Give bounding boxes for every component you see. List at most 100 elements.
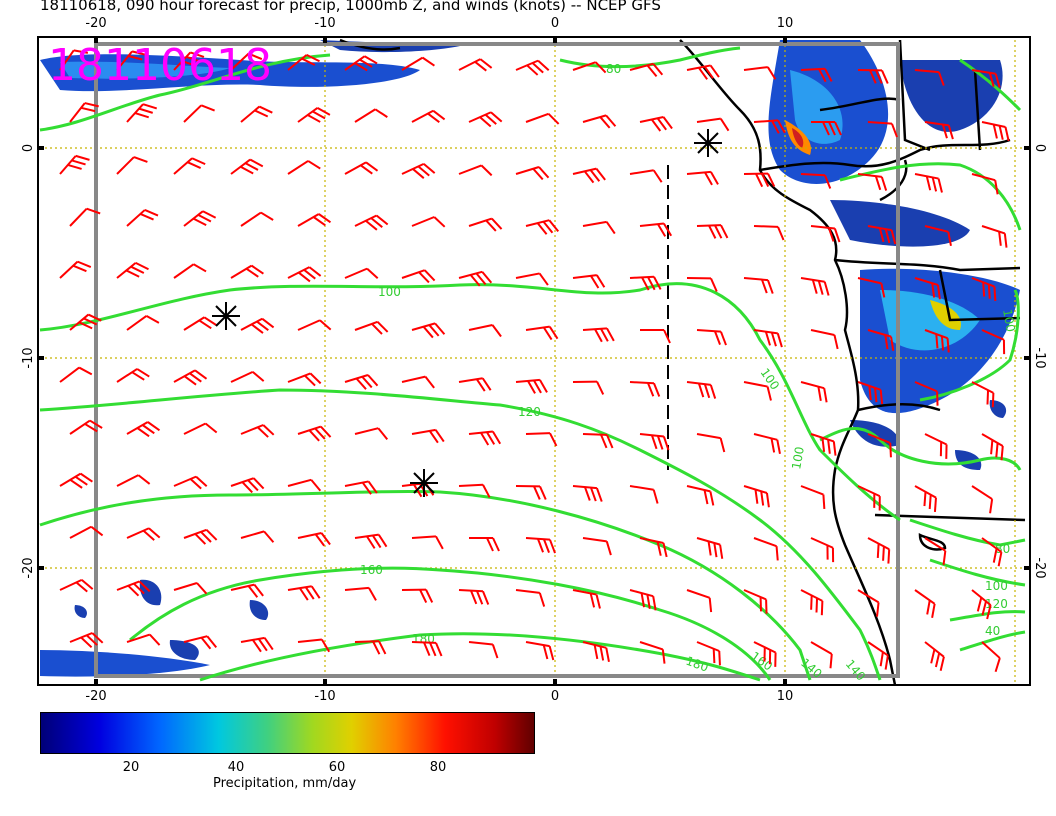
wind-barb xyxy=(639,641,666,664)
wind-barb xyxy=(230,370,265,383)
lon-tick: -20 xyxy=(85,16,106,31)
wind-barb xyxy=(344,586,377,601)
contour-label: 80 xyxy=(995,542,1010,556)
wind-barb xyxy=(971,69,1001,88)
wind-barb xyxy=(525,432,558,447)
wind-barb xyxy=(116,261,149,279)
wind-barb xyxy=(981,225,1008,248)
wind-barb xyxy=(743,485,770,508)
colorbar-tick: 20 xyxy=(122,760,140,775)
wind-barb xyxy=(914,277,941,300)
wind-barb xyxy=(515,272,549,286)
wind-barb xyxy=(981,329,1006,355)
wind-barb xyxy=(59,260,92,279)
wind-barb xyxy=(981,641,1001,673)
wind-barb xyxy=(924,121,954,140)
wind-barb xyxy=(924,329,950,353)
wind-barb xyxy=(59,578,94,593)
wind-barb xyxy=(458,377,492,392)
wind-barb xyxy=(468,111,503,128)
wind-barb xyxy=(515,485,547,500)
wind-barb xyxy=(811,121,842,136)
contour-label: 100 xyxy=(789,446,807,471)
wind-barb xyxy=(354,108,388,123)
wind-barb xyxy=(69,632,104,649)
wind-barb xyxy=(69,525,104,539)
wind-barb xyxy=(344,161,379,175)
wind-barb xyxy=(183,422,218,435)
contour-label: 100 xyxy=(1000,308,1018,333)
subdomain-box xyxy=(94,42,900,678)
wind-barb xyxy=(230,477,265,494)
lat-tick: -10 xyxy=(1032,347,1047,368)
wind-barb xyxy=(572,485,603,502)
wind-barb xyxy=(344,480,378,495)
wind-barb xyxy=(401,269,436,284)
wind-barb xyxy=(287,266,322,283)
wind-barb xyxy=(686,64,720,80)
wind-barb xyxy=(582,537,612,556)
colorbar-label: Precipitation, mm/day xyxy=(213,776,357,791)
wind-barb xyxy=(981,121,1010,142)
wind-barb xyxy=(183,210,217,227)
wind-barb xyxy=(173,51,205,71)
wind-barb xyxy=(59,154,90,175)
wind-barb xyxy=(971,381,995,408)
contour-label: 40 xyxy=(985,624,1000,638)
lat-ticks-right: 0 -10 -20 xyxy=(1032,144,1047,579)
lon-ticks-top: -20 -10 0 10 xyxy=(85,16,793,31)
wind-barb xyxy=(287,53,320,71)
wind-barb xyxy=(914,485,937,512)
wind-barb xyxy=(914,69,945,86)
wind-barb xyxy=(401,588,434,604)
wind-barb xyxy=(240,530,275,543)
wind-barb xyxy=(183,635,218,650)
lon-tick: -10 xyxy=(314,689,335,704)
wind-barb xyxy=(525,112,560,125)
wind-barb xyxy=(753,119,786,134)
wind-barb xyxy=(240,424,275,438)
wind-barb xyxy=(515,59,550,76)
wind-barb xyxy=(810,537,835,563)
wind-barb xyxy=(629,169,663,183)
wind-barb xyxy=(572,167,606,184)
wind-barb xyxy=(800,381,828,403)
wind-barb xyxy=(458,58,493,72)
wind-barb xyxy=(867,121,898,138)
wind-barb xyxy=(857,277,886,298)
wind-barb xyxy=(183,316,217,331)
contour-label: 160 xyxy=(360,563,383,577)
wind-barb xyxy=(230,158,264,175)
date-stamp: 18110618 xyxy=(48,40,272,91)
wind-barb xyxy=(696,537,724,559)
wind-barb xyxy=(126,633,161,646)
wind-barb xyxy=(69,102,99,123)
wind-barb xyxy=(696,641,721,666)
lat-tick: 0 xyxy=(1032,144,1047,152)
wind-barb xyxy=(411,322,446,339)
storm-center-marker-icon xyxy=(212,129,722,497)
wind-barb xyxy=(753,537,779,561)
wind-barb xyxy=(69,207,101,227)
colorbar-tick: 80 xyxy=(429,760,447,775)
wind-barb xyxy=(753,225,785,241)
lon-ticks-bottom: -20 -10 0 10 xyxy=(85,689,793,704)
contour-label: 80 xyxy=(606,62,621,76)
wind-barb xyxy=(582,327,615,343)
wind-barb xyxy=(753,329,783,348)
wind-barb xyxy=(924,225,952,247)
wind-barb xyxy=(468,324,502,338)
axis-ticks xyxy=(38,37,1030,685)
wind-barb xyxy=(525,641,555,661)
wind-barb xyxy=(411,428,445,444)
wind-barb xyxy=(867,329,895,351)
lat-tick: -20 xyxy=(1032,557,1047,578)
wind-barb xyxy=(59,472,93,489)
wind-barb xyxy=(686,485,715,506)
page-title: 18110618, 090 hour forecast for precip, … xyxy=(40,0,661,14)
wind-barb xyxy=(411,109,446,124)
wind-barb xyxy=(458,164,493,177)
wind-barb xyxy=(411,535,444,550)
wind-barb xyxy=(629,62,664,77)
wind-barb xyxy=(696,117,730,132)
